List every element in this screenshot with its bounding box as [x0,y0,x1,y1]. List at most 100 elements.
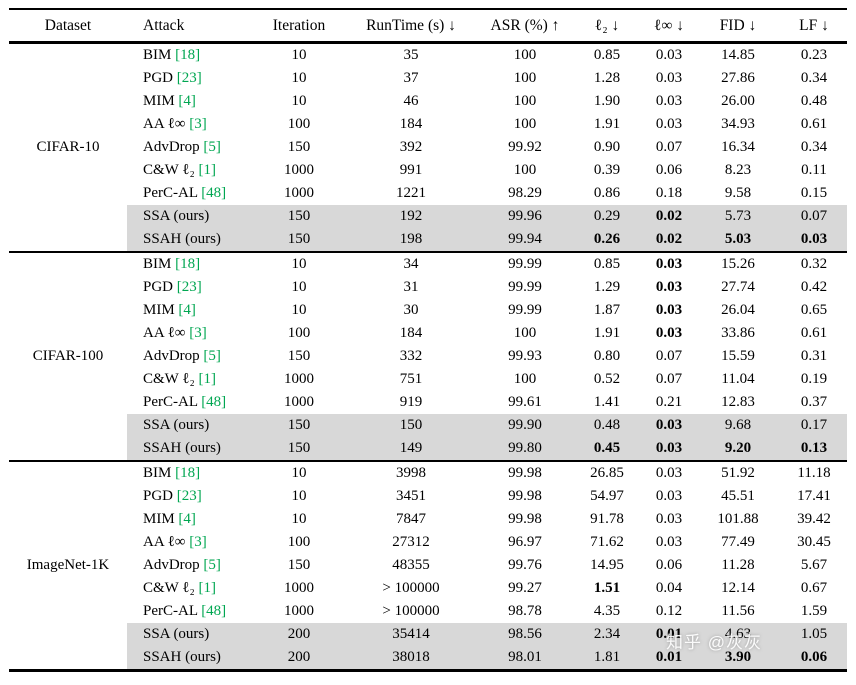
value-cell: 0.03 [643,437,695,461]
attack-name: AA ℓ∞ [143,116,186,132]
value-cell: 1.90 [593,93,621,109]
value-cell: 98.01 [479,646,571,671]
value-cell: 101.88 [717,511,759,527]
value-cell: 100 [287,116,311,132]
value-cell: 0.45 [571,437,643,461]
dataset-label: CIFAR-10 [9,42,127,252]
value-cell: 99.98 [508,465,542,481]
attack-name: MIM [143,93,175,109]
value-cell: 0.31 [800,348,828,364]
value-cell: 10 [291,488,307,504]
value-cell: 98.78 [508,603,542,619]
value-cell: 10 [291,93,307,109]
column-header-lf: LF ↓ [781,9,847,44]
value-cell: 0.15 [800,185,828,201]
attack-cell: PerC-AL [48] [127,600,255,623]
dataset-group: ImageNet-1K BIM [18] 10 3998 99.98 26.85 0.03 5… [9,461,847,671]
value-cell: 0.03 [655,70,683,86]
citation-link[interactable]: [18] [175,465,201,481]
table-row: SSAH (ours) 150 149 99.80 0.45 0.03 9.20 0.13 [9,437,847,461]
value-cell: 150 [255,205,343,228]
attack-name: PGD [143,279,174,295]
citation-link[interactable]: [4] [178,302,196,318]
value-cell: 0.21 [655,394,683,410]
value-cell: 184 [399,325,423,341]
table-row: PerC-AL [48] 1000 > 100000 98.78 4.35 0.12 11.… [9,600,847,623]
value-cell: 0.02 [643,205,695,228]
results-table: Dataset Attack Iteration RunTime (s) ↓ A… [9,8,847,672]
value-cell: 10 [291,70,307,86]
value-cell: 100 [513,162,537,178]
value-cell: 0.12 [655,603,683,619]
citation-link[interactable]: [1] [198,580,216,596]
attack-name: AdvDrop [143,348,200,364]
citation-link[interactable]: [3] [189,116,207,132]
citation-link[interactable]: [18] [175,47,201,63]
citation-link[interactable]: [5] [203,139,221,155]
citation-link[interactable]: [4] [178,511,196,527]
value-cell: 0.90 [593,139,621,155]
citation-link[interactable]: [5] [203,557,221,573]
attack-cell: PGD [23] [127,67,255,90]
value-cell: 27.74 [721,279,755,295]
value-cell: 184 [399,116,423,132]
value-cell: 12.14 [721,580,755,596]
table-row: AA ℓ∞ [3] 100 184 100 1.91 0.03 34.93 0.61 [9,113,847,136]
table-row: AA ℓ∞ [3] 100 184 100 1.91 0.03 33.86 0.61 [9,322,847,345]
citation-link[interactable]: [48] [201,185,227,201]
value-cell: 99.94 [479,228,571,252]
value-cell: 5.67 [800,557,828,573]
attack-name: AA ℓ∞ [143,534,186,550]
value-cell: 0.03 [655,465,683,481]
value-cell: 15.26 [721,256,755,272]
citation-link[interactable]: [18] [175,256,201,272]
value-cell: 1.51 [593,580,621,596]
value-cell: 149 [343,437,479,461]
attack-cell: AdvDrop [5] [127,345,255,368]
value-cell: 1.91 [593,116,621,132]
citation-link[interactable]: [3] [189,534,207,550]
value-cell: 26.85 [590,465,624,481]
value-cell: 9.68 [695,414,781,437]
value-cell: 0.13 [781,437,847,461]
citation-link[interactable]: [23] [176,279,202,295]
citation-link[interactable]: [48] [201,394,227,410]
citation-link[interactable]: [1] [198,371,216,387]
table-row: AdvDrop [5] 150 48355 99.76 14.95 0.06 11.28 5.… [9,554,847,577]
attack-name: SSAH (ours) [143,649,221,665]
table-row: CIFAR-10 BIM [18] 10 35 100 0.85 0.03 14.85 0.23 [9,42,847,252]
attack-cell: BIM [18] [127,461,255,485]
attack-name: AdvDrop [143,139,200,155]
attack-cell: AA ℓ∞ [3] [127,322,255,345]
table-row: C&W ℓ₂ [1] 1000 991 100 0.39 0.06 8.23 0.11 [9,159,847,182]
value-cell: 100 [513,47,537,63]
value-cell: 99.76 [508,557,542,573]
column-header-fid: FID ↓ [695,9,781,44]
value-cell: 150 [287,557,311,573]
citation-link[interactable]: [48] [201,603,227,619]
value-cell: 99.99 [508,302,542,318]
value-cell: 200 [255,623,343,646]
attack-cell: SSA (ours) [127,623,255,646]
value-cell: 1.41 [593,394,621,410]
table-row: SSA (ours) 150 192 99.96 0.29 0.02 5.73 0.07 [9,205,847,228]
citation-link[interactable]: [4] [178,93,196,109]
citation-link[interactable]: [23] [176,488,202,504]
citation-link[interactable]: [5] [203,348,221,364]
table-row: MIM [4] 10 30 99.99 1.87 0.03 26.04 0.65 [9,299,847,322]
value-cell: 0.03 [781,228,847,252]
citation-link[interactable]: [23] [176,70,202,86]
value-cell: 9.20 [695,437,781,461]
citation-link[interactable]: [1] [198,162,216,178]
value-cell: 150 [343,414,479,437]
value-cell: 35 [403,47,419,63]
value-cell: 1.05 [781,623,847,646]
value-cell: 150 [287,348,311,364]
value-cell: 0.03 [655,93,683,109]
column-header-dataset: Dataset [9,9,127,44]
attack-cell: AdvDrop [5] [127,554,255,577]
citation-link[interactable]: [3] [189,325,207,341]
attack-name: AA ℓ∞ [143,325,186,341]
value-cell: 100 [513,325,537,341]
